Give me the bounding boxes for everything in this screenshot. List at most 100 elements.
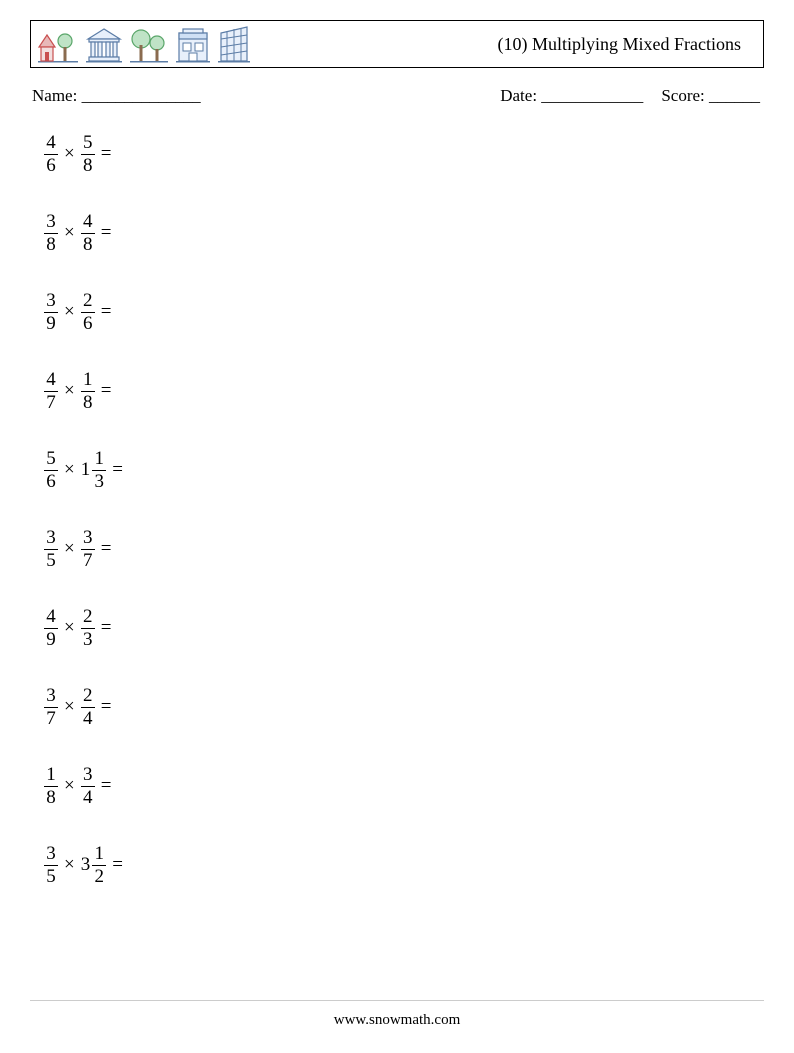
house-tree-icon (37, 25, 79, 63)
fraction: 35 (44, 527, 58, 572)
operator-multiply: × (64, 459, 75, 481)
problem-row: 47 × 18 = (44, 367, 764, 415)
equals-sign: = (101, 617, 112, 639)
denominator: 7 (44, 708, 58, 730)
footer-divider (30, 1000, 764, 1001)
numerator: 1 (44, 764, 58, 786)
worksheet-title: (10) Multiplying Mixed Fractions (498, 34, 753, 55)
fraction: 35 (44, 843, 58, 888)
equals-sign: = (101, 696, 112, 718)
numerator: 3 (44, 843, 58, 865)
header-box: (10) Multiplying Mixed Fractions (30, 20, 764, 68)
numerator: 1 (81, 369, 95, 391)
denominator: 5 (44, 550, 58, 572)
denominator: 8 (81, 392, 95, 414)
problem-row: 46 × 58 = (44, 130, 764, 178)
storefront-icon (175, 25, 211, 63)
denominator: 6 (81, 313, 95, 335)
numerator: 5 (81, 132, 95, 154)
operator-multiply: × (64, 380, 75, 402)
numerator: 1 (92, 843, 106, 865)
numerator: 2 (81, 606, 95, 628)
fraction: 47 (44, 369, 58, 414)
problem-row: 39 × 26 = (44, 288, 764, 336)
numerator: 4 (44, 369, 58, 391)
denominator: 5 (44, 866, 58, 888)
fraction: 48 (81, 211, 95, 256)
denominator: 6 (44, 471, 58, 493)
denominator: 9 (44, 313, 58, 335)
meta-left: Name: ______________ (32, 86, 201, 106)
fraction: 13 (92, 448, 106, 493)
fraction: 12 (92, 843, 106, 888)
denominator: 8 (81, 155, 95, 177)
numerator: 1 (92, 448, 106, 470)
numerator: 4 (44, 132, 58, 154)
fraction: 39 (44, 290, 58, 335)
problem-row: 49 × 23 = (44, 604, 764, 652)
denominator: 3 (92, 471, 106, 493)
footer-text: www.snowmath.com (0, 1012, 794, 1029)
equals-sign: = (112, 854, 123, 876)
score-field: Score: ______ (661, 86, 760, 106)
fraction: 24 (81, 685, 95, 730)
equals-sign: = (101, 538, 112, 560)
whole-number: 1 (81, 459, 91, 481)
equals-sign: = (101, 222, 112, 244)
operator-multiply: × (64, 696, 75, 718)
problem-row: 35×37= (44, 525, 764, 573)
equals-sign: = (112, 459, 123, 481)
trees-icon (129, 25, 169, 63)
operator-multiply: × (64, 854, 75, 876)
denominator: 8 (81, 234, 95, 256)
numerator: 4 (44, 606, 58, 628)
fraction: 23 (81, 606, 95, 651)
fraction: 34 (81, 764, 95, 809)
fraction: 37 (81, 527, 95, 572)
header-icons (37, 25, 251, 63)
problem-row: 56 × 113 = (44, 446, 764, 494)
denominator: 8 (44, 787, 58, 809)
denominator: 4 (81, 708, 95, 730)
numerator: 5 (44, 448, 58, 470)
denominator: 7 (44, 392, 58, 414)
denominator: 7 (81, 550, 95, 572)
problem-row: 37 × 24 = (44, 683, 764, 731)
denominator: 6 (44, 155, 58, 177)
numerator: 3 (44, 211, 58, 233)
date-field: Date: ____________ (500, 86, 643, 106)
numerator: 3 (44, 290, 58, 312)
fraction: 18 (81, 369, 95, 414)
numerator: 3 (44, 685, 58, 707)
denominator: 3 (81, 629, 95, 651)
meta-right: Date: ____________ Score: ______ (500, 86, 760, 106)
fraction: 26 (81, 290, 95, 335)
numerator: 3 (81, 764, 95, 786)
numerator: 3 (81, 527, 95, 549)
problem-row: 35 × 3 12 = (44, 841, 764, 889)
equals-sign: = (101, 380, 112, 402)
fraction: 37 (44, 685, 58, 730)
equals-sign: = (101, 143, 112, 165)
fraction: 38 (44, 211, 58, 256)
fraction: 46 (44, 132, 58, 177)
fraction: 56 (44, 448, 58, 493)
numerator: 2 (81, 290, 95, 312)
equals-sign: = (101, 775, 112, 797)
denominator: 4 (81, 787, 95, 809)
operator-multiply: × (64, 301, 75, 323)
name-field: Name: ______________ (32, 86, 201, 106)
numerator: 2 (81, 685, 95, 707)
denominator: 2 (92, 866, 106, 888)
problem-row: 18×34= (44, 762, 764, 810)
operator-multiply: × (64, 143, 75, 165)
fraction: 49 (44, 606, 58, 651)
operator-multiply: × (64, 222, 75, 244)
problems-list: 46×58=38×48=39×26=47×18=56×113=35×37=49×… (30, 130, 764, 889)
numerator: 4 (81, 211, 95, 233)
problem-row: 38×48= (44, 209, 764, 257)
operator-multiply: × (64, 617, 75, 639)
operator-multiply: × (64, 538, 75, 560)
equals-sign: = (101, 301, 112, 323)
fraction: 18 (44, 764, 58, 809)
